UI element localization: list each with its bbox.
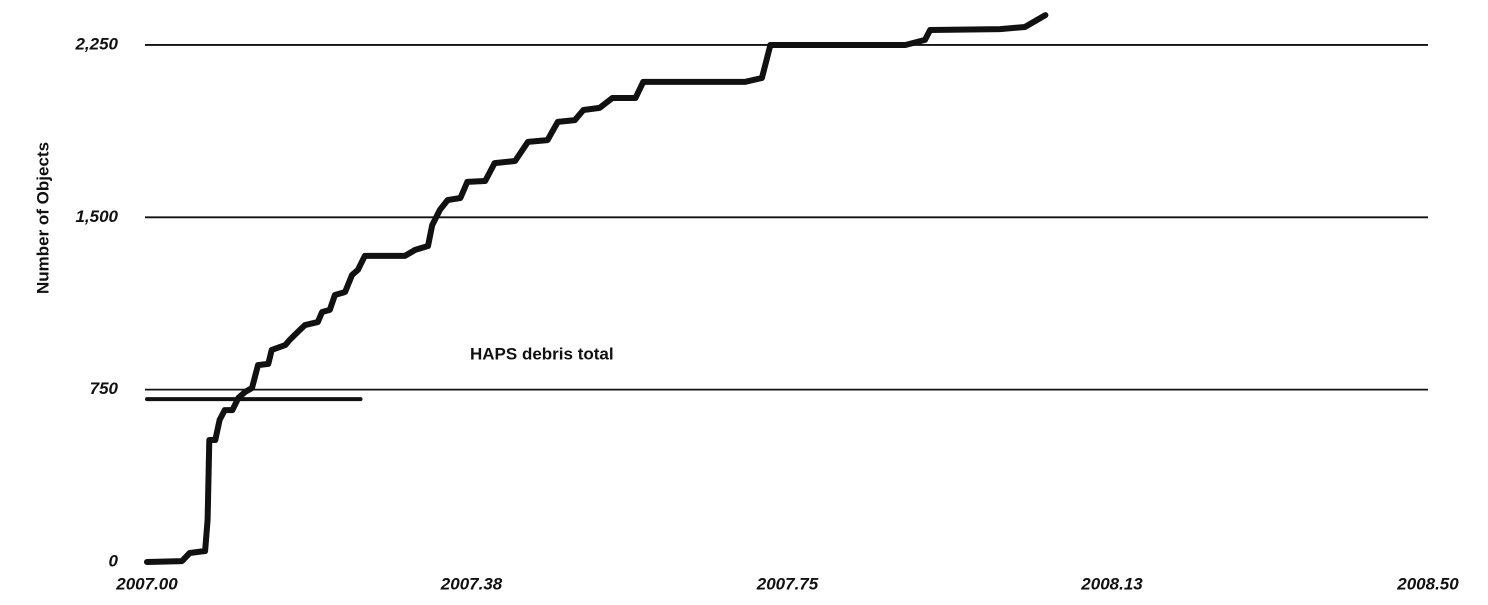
x-tick-label: 2007.75 <box>756 574 819 593</box>
x-tick-label: 2007.38 <box>440 574 503 593</box>
data-line <box>144 12 1049 565</box>
x-tick-label: 2008.13 <box>1080 574 1143 593</box>
y-tick-label: 0 <box>109 551 119 570</box>
x-tick-label: 2008.50 <box>1396 574 1459 593</box>
y-tick-label: 2,250 <box>74 34 118 53</box>
y-axis-label: Number of Objects <box>33 142 52 294</box>
annotation: HAPS debris total <box>470 344 614 363</box>
x-tick-label: 2007.00 <box>115 574 178 593</box>
y-tick-label: 1,500 <box>75 207 118 226</box>
y-tick-label: 750 <box>90 379 119 398</box>
